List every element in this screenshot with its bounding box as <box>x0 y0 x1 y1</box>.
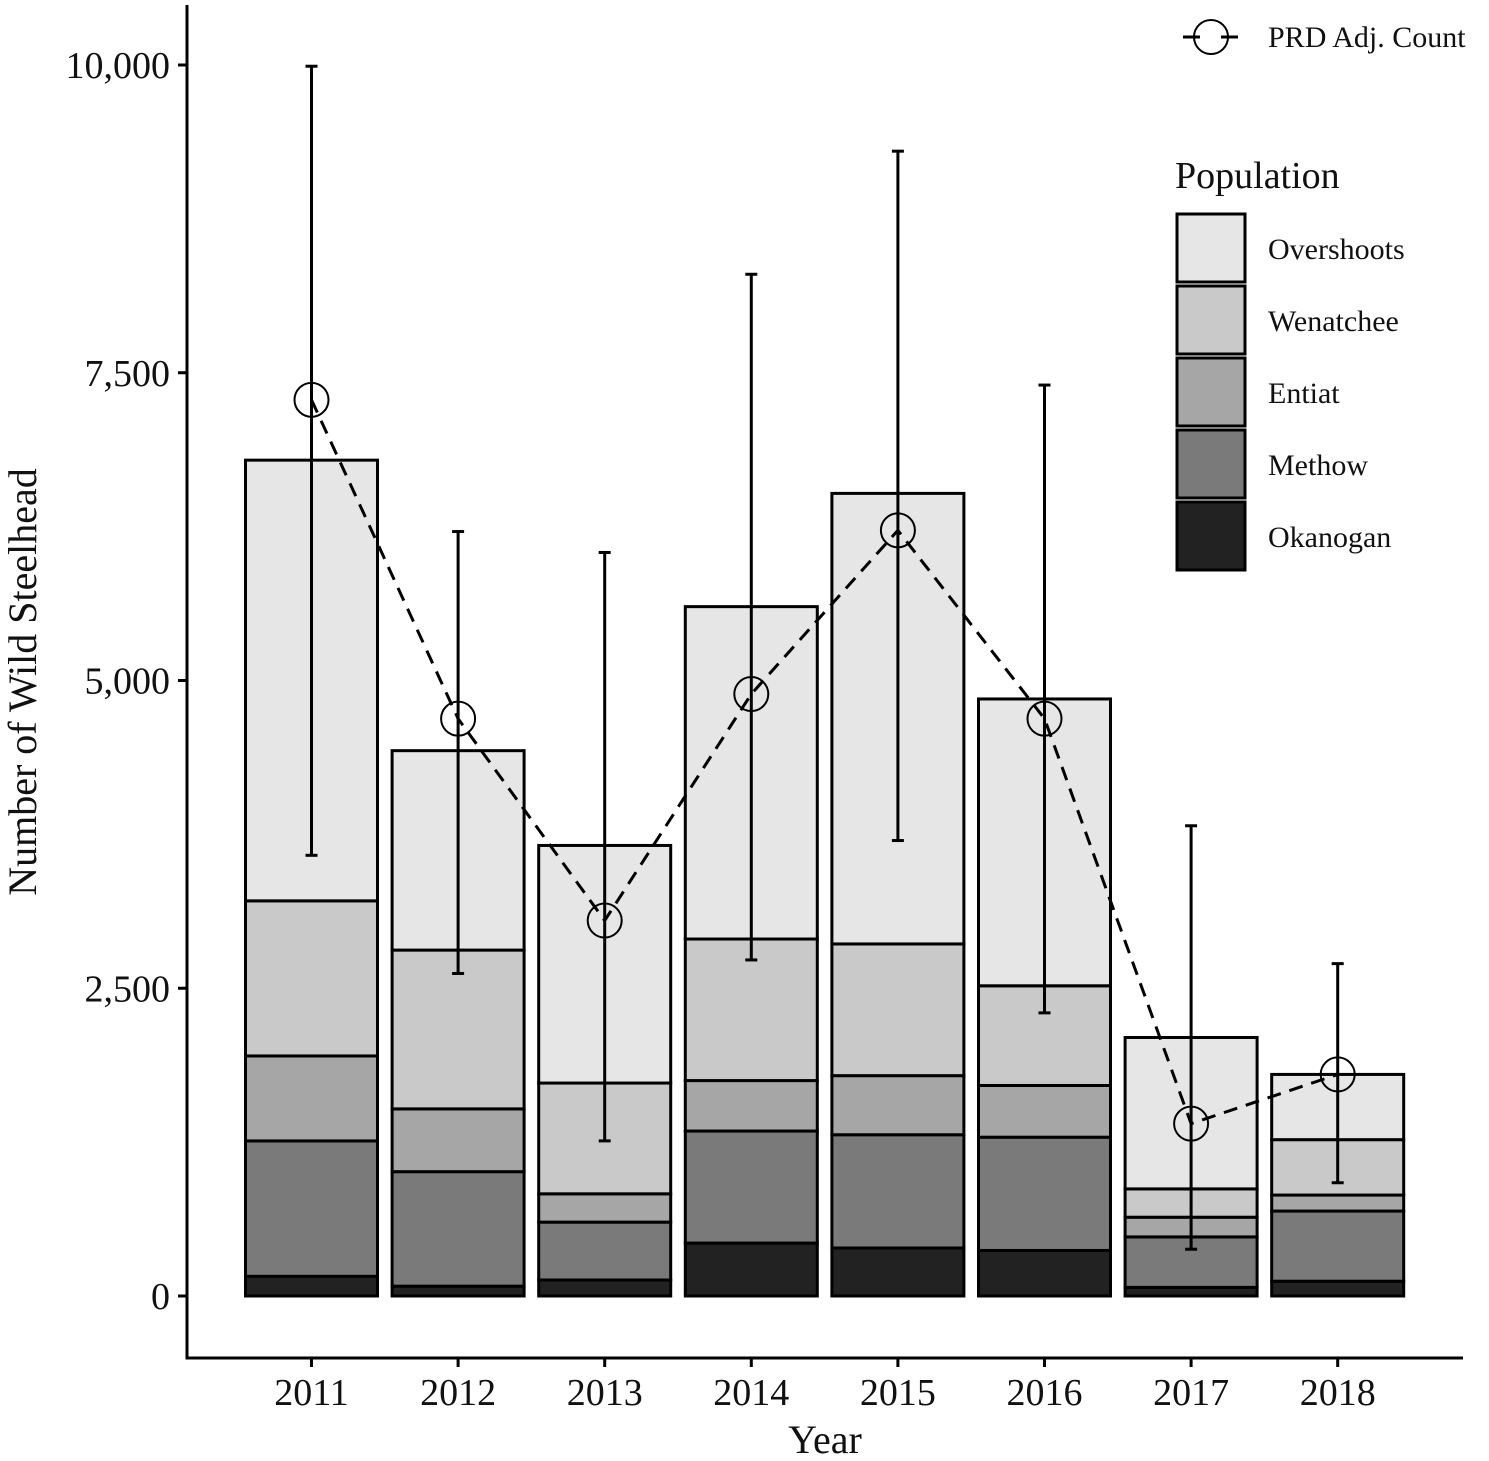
bar-entiat-2011 <box>244 1054 379 1143</box>
prd-count-point-2017 <box>1173 1105 1210 1142</box>
x-tick-label-2013: 2013 <box>567 1372 643 1414</box>
prd-count-point-2014 <box>733 676 770 713</box>
error-bar-2016 <box>1038 383 1051 1015</box>
bar-okanogan-2011 <box>244 1274 379 1298</box>
bar-entiat-2016 <box>977 1083 1112 1139</box>
bar-methow-2012 <box>390 1170 526 1288</box>
y-tick-label: 7,500 <box>85 353 171 395</box>
legend-title: Population <box>1175 155 1340 197</box>
x-tick-label-2016: 2016 <box>1007 1372 1083 1414</box>
bar-entiat-2012 <box>390 1107 526 1174</box>
bar-methow-2015 <box>830 1133 966 1250</box>
x-tick-label-2018: 2018 <box>1300 1372 1376 1414</box>
bar-okanogan-2013 <box>537 1278 673 1298</box>
x-tick-label-2015: 2015 <box>860 1372 936 1414</box>
y-tick-label: 2,500 <box>85 968 171 1010</box>
legend-swatch-entiat <box>1175 356 1247 428</box>
bar-okanogan-2015 <box>830 1246 966 1298</box>
legend-population: Population Overshoots Wenatchee Entiat Meth… <box>1175 155 1405 572</box>
y-tick-label: 10,000 <box>66 45 171 87</box>
legend-prd-label: PRD Adj. Count <box>1268 21 1466 54</box>
prd-count-point-2012 <box>440 700 477 737</box>
bar-methow-2016 <box>977 1135 1112 1252</box>
legend-swatch-methow <box>1175 428 1247 500</box>
legend-swatch-okanogan <box>1175 500 1247 572</box>
legend-swatch-overshoots <box>1175 212 1247 284</box>
y-axis-title: Number of Wild Steelhead <box>0 468 45 896</box>
bar-okanogan-2018 <box>1270 1279 1406 1298</box>
bar-methow-2014 <box>683 1129 819 1245</box>
x-tick-label-2012: 2012 <box>420 1372 496 1414</box>
error-bar-2013 <box>598 550 611 1143</box>
bar-wenatchee-2012 <box>390 948 526 1111</box>
error-bars <box>305 64 1344 1251</box>
bar-wenatchee-2014 <box>683 937 819 1083</box>
stacked-bars <box>244 458 1406 1298</box>
y-tick-label: 0 <box>151 1276 170 1318</box>
error-bar-2018 <box>1331 962 1344 1185</box>
legend-swatch-wenatchee <box>1175 284 1247 356</box>
legend-label-entiat: Entiat <box>1268 377 1340 410</box>
prd-count-point-2011 <box>293 381 330 418</box>
legend-label-wenatchee: Wenatchee <box>1268 305 1399 338</box>
y-ticks: 0 2,500 5,000 7,500 10,000 <box>66 45 187 1318</box>
prd-count-line <box>293 381 1356 1142</box>
prd-count-dashed-line <box>310 399 1339 1126</box>
bar-methow-2011 <box>244 1139 379 1278</box>
bar-wenatchee-2015 <box>830 942 966 1078</box>
error-bar-2011 <box>305 64 318 857</box>
bar-entiat-2013 <box>537 1192 673 1224</box>
error-bar-2015 <box>891 149 904 843</box>
legend-label-okanogan: Okanogan <box>1268 521 1391 554</box>
prd-count-point-2018 <box>1319 1056 1356 1093</box>
bar-okanogan-2016 <box>977 1248 1112 1298</box>
y-tick-label: 5,000 <box>85 661 171 703</box>
bar-methow-2018 <box>1270 1209 1406 1283</box>
prd-count-point-2016 <box>1026 700 1063 737</box>
bar-entiat-2014 <box>683 1079 819 1133</box>
bar-okanogan-2014 <box>683 1241 819 1298</box>
bar-methow-2013 <box>537 1220 673 1282</box>
x-tick-label-2011: 2011 <box>274 1372 349 1414</box>
error-bar-2012 <box>452 530 465 975</box>
bar-entiat-2015 <box>830 1074 966 1137</box>
bar-entiat-2018 <box>1270 1193 1406 1213</box>
legend-label-methow: Methow <box>1268 449 1368 482</box>
error-bar-2017 <box>1185 824 1198 1251</box>
error-bar-2014 <box>745 272 758 962</box>
x-tick-label-2017: 2017 <box>1153 1372 1229 1414</box>
legend-prd: PRD Adj. Count <box>1183 19 1466 55</box>
prd-count-point-2013 <box>586 902 623 939</box>
x-axis-title: Year <box>788 1417 862 1461</box>
legend-label-overshoots: Overshoots <box>1268 233 1405 266</box>
x-ticks: 2011 2012 2013 2014 2015 2016 2017 2018 <box>274 1358 1376 1414</box>
x-tick-label-2014: 2014 <box>713 1372 789 1414</box>
prd-count-point-2015 <box>879 512 916 549</box>
bar-wenatchee-2011 <box>244 899 379 1058</box>
